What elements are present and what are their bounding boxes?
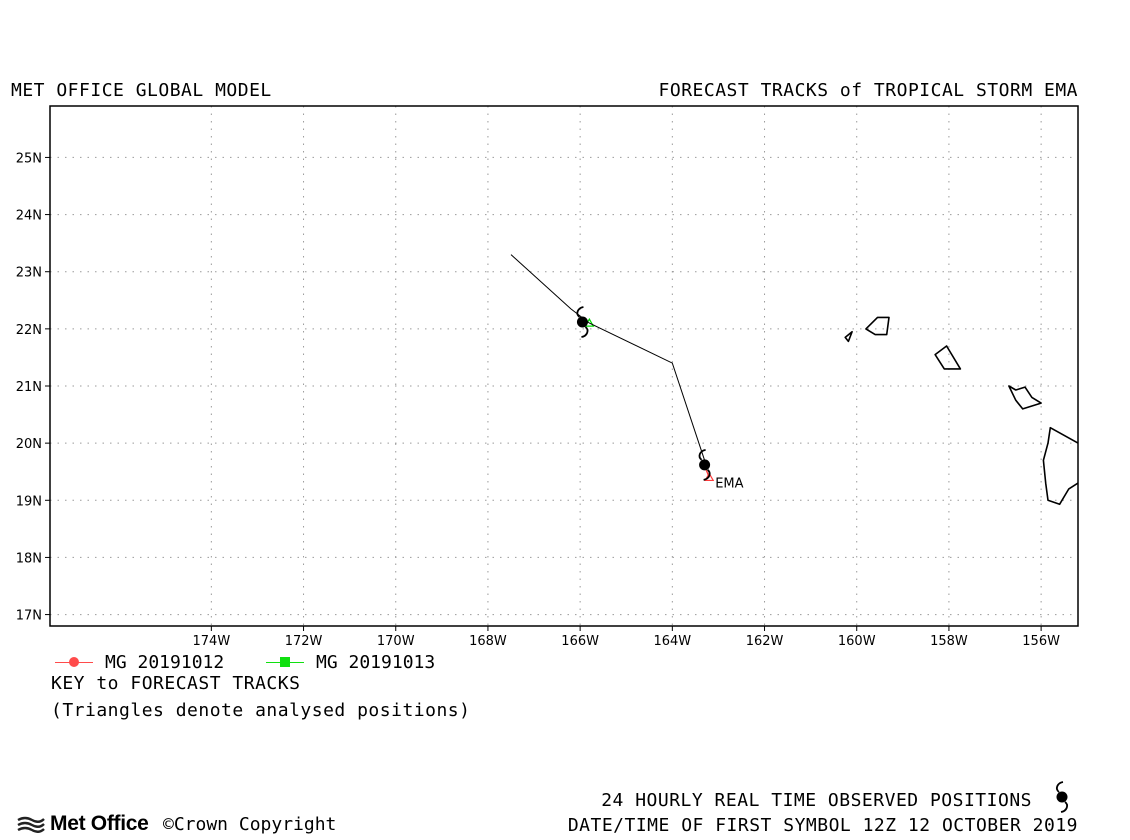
lat-tick-label: 23N: [16, 266, 42, 281]
lat-tick-label: 21N: [16, 380, 42, 395]
lat-tick-label: 17N: [16, 609, 42, 624]
hurricane-arm: [576, 306, 584, 318]
lon-tick-label: 168W: [469, 634, 507, 649]
chart-title-right: FORECAST TRACKS of TROPICAL STORM EMA: [658, 80, 1078, 101]
lon-tick-label: 174W: [193, 634, 231, 649]
lon-tick-label: 170W: [377, 634, 415, 649]
lon-tick-label: 166W: [561, 634, 599, 649]
hurricane-eye: [699, 459, 711, 471]
chart-title-left: MET OFFICE GLOBAL MODEL: [11, 80, 272, 101]
coastlines: [844, 316, 1079, 506]
hurricane-symbol: [576, 306, 589, 338]
legend-key-title: KEY to FORECAST TRACKS: [51, 673, 301, 694]
legend-label-mg-20191013: MG 20191013: [316, 651, 436, 673]
hurricane-symbol: [698, 448, 711, 481]
island-molokai: [1008, 385, 1042, 410]
datetime-label: DATE/TIME OF FIRST SYMBOL 12Z 12 OCTOBER…: [567, 815, 1078, 836]
forecast-tracks: [510, 254, 715, 482]
legend-line-red: [55, 656, 93, 667]
hurricane-arm: [1060, 801, 1068, 813]
island-hawaii: [1042, 426, 1079, 506]
hurricane-arm: [703, 469, 711, 481]
met-office-logo-text: Met Office: [50, 812, 149, 835]
storm-name-label: EMA: [715, 477, 743, 492]
island-kauai: [865, 316, 890, 336]
lat-tick-label: 20N: [16, 437, 42, 452]
lon-tick-label: 158W: [930, 634, 968, 649]
island-oahu: [934, 345, 962, 370]
storm-symbols: [576, 306, 711, 481]
axis-labels: 17N 18N 19N 20N 21N 22N 23N 24N 25N 174W 172W 170W 1…: [16, 151, 1060, 649]
lon-tick-label: 172W: [285, 634, 323, 649]
lon-tick-label: 160W: [838, 634, 876, 649]
legend-label-mg-20191012: MG 20191012: [105, 651, 225, 673]
legend-item-mg-20191012: MG 20191012: [55, 651, 225, 673]
legend-note: (Triangles denote analysed positions): [51, 700, 471, 721]
hurricane-symbol-icon: [1056, 781, 1068, 813]
red-circle-icon: [69, 656, 79, 667]
hurricane-eye: [1056, 791, 1068, 803]
lat-tick-label: 18N: [16, 551, 42, 566]
hurricane-arm: [1056, 781, 1064, 793]
met-office-logo: Met Office: [16, 812, 149, 836]
lat-tick-label: 24N: [16, 209, 42, 224]
analysed-triangle: [704, 472, 715, 482]
legend-line-green: [266, 656, 304, 667]
hurricane-symbol: [1056, 781, 1068, 813]
lon-tick-label: 162W: [746, 634, 784, 649]
lat-tick-label: 22N: [16, 323, 42, 338]
legend-item-mg-20191013: MG 20191013: [266, 651, 436, 673]
met-office-logo-icon: [17, 816, 45, 833]
hurricane-arm: [698, 448, 706, 461]
island-niihau: [844, 330, 853, 343]
map-frame: [49, 105, 1079, 627]
observed-positions-label: 24 HOURLY REAL TIME OBSERVED POSITIONS: [601, 790, 1032, 811]
track-line-2: [510, 254, 706, 461]
lon-tick-label: 156W: [1022, 634, 1060, 649]
grid: [45, 106, 1078, 631]
copyright-text: ©Crown Copyright: [163, 814, 337, 835]
hurricane-arm: [581, 326, 589, 338]
green-square-icon: [280, 656, 290, 667]
hurricane-eye: [576, 316, 588, 328]
lat-tick-label: 19N: [16, 494, 42, 509]
lat-tick-label: 25N: [16, 151, 42, 166]
lon-tick-label: 164W: [653, 634, 691, 649]
